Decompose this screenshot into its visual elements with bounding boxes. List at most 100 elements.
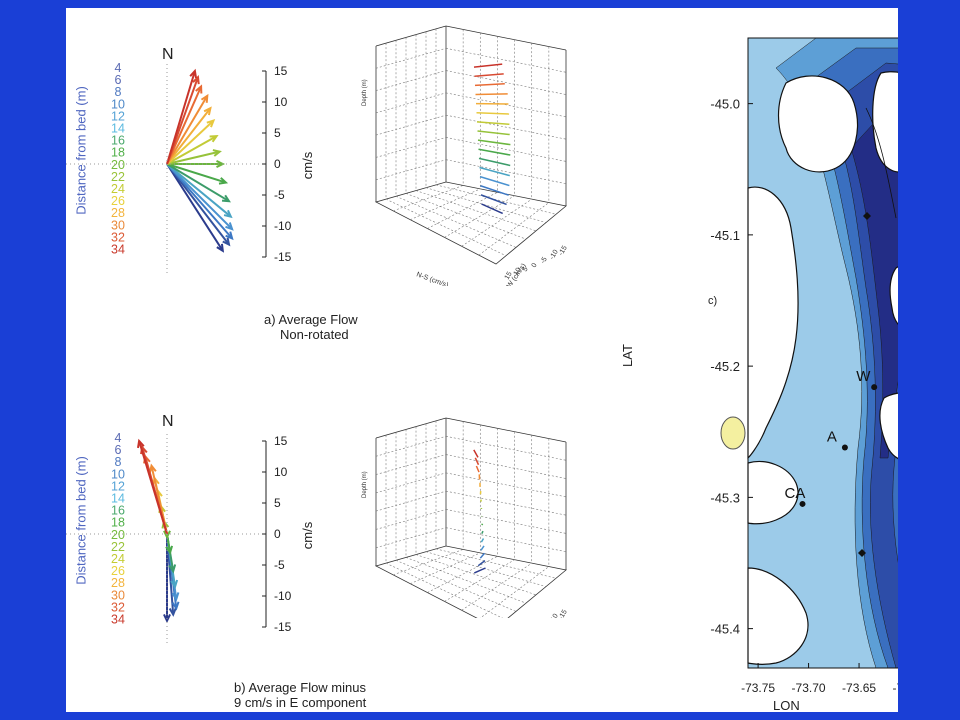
- perspective-grid: [415, 554, 537, 596]
- perspective-vector: [476, 112, 510, 115]
- feather-y-tick-label: 10: [274, 465, 288, 479]
- perspective-vector: [475, 465, 480, 473]
- feather-arrow: [166, 163, 230, 246]
- perspective-grid: [445, 47, 567, 73]
- map-station-label: A: [827, 429, 837, 446]
- feather-arrow: [166, 135, 218, 165]
- feather-depth-label: 6: [115, 443, 122, 457]
- feather-depth-label: 14: [111, 492, 125, 506]
- feather-arrow: [166, 163, 230, 203]
- perspective-zlabel: N-S (cm/s): [415, 271, 449, 286]
- perspective-grid: [445, 527, 567, 553]
- feather-arrow-head: [171, 601, 180, 611]
- perspective-vector: [479, 175, 510, 187]
- feather-arrow-head: [170, 579, 179, 589]
- feather-depth-label: 34: [111, 613, 125, 627]
- perspective-grid: [375, 92, 447, 114]
- feather-arrow: [166, 86, 203, 165]
- feather-b-axis-unit: cm/s: [300, 521, 316, 550]
- feather-arrow-head: [189, 68, 197, 79]
- perspective-grid: [445, 472, 567, 498]
- feather-y-tick-label: 5: [274, 126, 281, 140]
- feather-depth-label: 20: [111, 528, 125, 542]
- perspective-grid: [445, 490, 567, 516]
- perspective-grid: [393, 549, 464, 576]
- perspective-grid: [375, 454, 447, 475]
- feather-b-arrows: [137, 438, 180, 624]
- perspective-grid: [479, 566, 550, 618]
- perspective-tick-label: 5: [522, 266, 530, 273]
- perspective-grid: [375, 47, 447, 69]
- feather-arrow-head: [163, 530, 171, 540]
- feather-arrow-head: [148, 463, 157, 473]
- figure-panel: 15 10 5 0 -5 -10 -15 4 6 8 10 12 14 16 18 20 22 24 26 28 30…: [66, 8, 898, 713]
- feather-depth-label: 22: [111, 170, 125, 184]
- perspective-tick-label: 15: [504, 271, 514, 281]
- perspective-vector: [473, 63, 503, 68]
- feather-arrow: [138, 440, 168, 535]
- perspective-tick-label: -10: [549, 249, 560, 261]
- feather-arrow-head: [200, 93, 209, 103]
- perspective-grid: [425, 551, 547, 587]
- perspective-tick-label: -10: [549, 613, 560, 618]
- map-land-west: [747, 461, 799, 525]
- perspective-grid: [427, 192, 498, 229]
- perspective-edge: [375, 25, 447, 47]
- feather-y-tick-label: -5: [274, 558, 285, 572]
- map-station-label: CA: [785, 485, 806, 502]
- feather-arrow-head: [168, 607, 177, 617]
- perspective-grid: [445, 137, 567, 162]
- perspective-vector: [480, 545, 485, 551]
- perspective-vector: [476, 121, 510, 126]
- feather-y-tick-label: 0: [274, 527, 281, 541]
- feather-depth-label: 30: [111, 588, 125, 602]
- perspective-grid: [445, 159, 567, 185]
- perspective-vector: [478, 148, 511, 156]
- map-diamond-marker: [863, 212, 871, 220]
- perspective-grid: [395, 196, 517, 248]
- perspective-vector: [477, 139, 511, 146]
- perspective-ylabel: Depth (m): [362, 471, 368, 498]
- perspective-grid: [435, 184, 557, 215]
- feather-arrow-head: [206, 119, 216, 128]
- feather-depth-label: 4: [115, 431, 122, 445]
- feather-depth-label: 10: [111, 467, 125, 481]
- feather-depth-label: 18: [111, 516, 125, 530]
- feather-arrow: [166, 95, 209, 165]
- map-y-tick-label: -45.2: [710, 359, 740, 374]
- perspective-vector: [475, 93, 508, 96]
- feather-arrow-head: [216, 243, 225, 253]
- perspective-grid: [375, 509, 447, 530]
- feather-depth-label: 28: [111, 206, 125, 220]
- feather-arrow: [166, 163, 233, 240]
- perspective-grid: [375, 70, 447, 91]
- map-x-tick-label: -73.70: [792, 681, 826, 695]
- perspective-grid: [375, 114, 447, 136]
- caption-b-line2: 9 cm/s in E component: [234, 695, 367, 710]
- perspective-vector: [477, 560, 486, 567]
- feather-arrow-head: [192, 75, 200, 85]
- perspective-vector: [481, 203, 504, 215]
- perspective-grid: [375, 137, 447, 158]
- perspective-floor: [374, 545, 567, 618]
- feather-arrow: [166, 163, 224, 252]
- feather-depth-label: 32: [111, 600, 125, 614]
- feather-a-axis-unit: cm/s: [300, 151, 316, 180]
- feather-depth-label: 22: [111, 540, 125, 554]
- perspective-vector: [478, 157, 511, 167]
- feather-depth-label: 30: [111, 218, 125, 232]
- perspective-grid: [405, 193, 527, 240]
- feather-arrow-head: [171, 592, 180, 602]
- perspective-edge: [445, 25, 567, 51]
- feather-y-tick-label: 10: [274, 95, 288, 109]
- feather-a-north-label: N: [162, 46, 174, 63]
- map-diamond-marker: [858, 549, 866, 557]
- map-panel-c: W A CA -45.0 -45.1 -45.2 -45.3 -45.4 -73.75 -73.7…: [710, 37, 898, 695]
- map-station-marker: [871, 384, 878, 391]
- map-land-west: [747, 186, 799, 460]
- feather-depth-label: 12: [111, 479, 125, 493]
- perspective-vector: [474, 83, 505, 87]
- perspective-grid: [444, 195, 515, 238]
